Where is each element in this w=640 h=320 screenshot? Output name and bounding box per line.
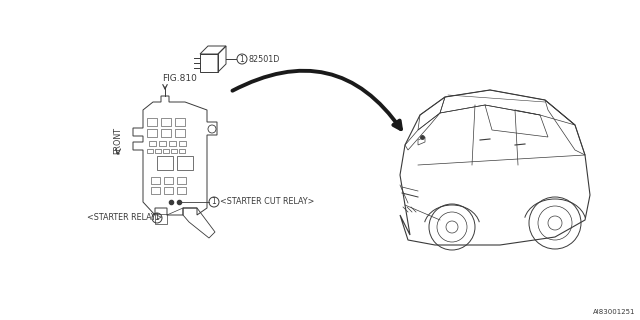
Text: FRONT: FRONT: [113, 126, 122, 154]
Text: <STARTER CUT RELAY>: <STARTER CUT RELAY>: [220, 197, 314, 206]
Bar: [200, 54, 218, 72]
Bar: [157, 156, 173, 170]
Bar: [177, 156, 193, 170]
Bar: [149, 141, 156, 146]
Bar: [177, 187, 186, 194]
Bar: [151, 187, 160, 194]
Bar: [177, 177, 186, 184]
Bar: [155, 149, 161, 153]
Text: 82501D: 82501D: [248, 54, 280, 63]
Text: 1: 1: [239, 54, 244, 63]
Text: AI83001251: AI83001251: [593, 309, 635, 315]
Bar: [147, 149, 153, 153]
Bar: [151, 177, 160, 184]
Bar: [147, 118, 157, 126]
Text: 1: 1: [155, 213, 159, 222]
Bar: [147, 129, 157, 137]
Bar: [159, 141, 166, 146]
Bar: [179, 141, 186, 146]
Text: 1: 1: [212, 197, 216, 206]
Bar: [163, 149, 169, 153]
Text: <STARTER RELAY>: <STARTER RELAY>: [87, 213, 163, 222]
Bar: [179, 149, 185, 153]
Bar: [175, 129, 185, 137]
Bar: [161, 129, 171, 137]
FancyArrowPatch shape: [232, 71, 401, 129]
Bar: [164, 177, 173, 184]
Bar: [155, 214, 167, 224]
Bar: [164, 187, 173, 194]
Bar: [171, 149, 177, 153]
Bar: [161, 118, 171, 126]
Bar: [175, 118, 185, 126]
Bar: [169, 141, 176, 146]
Text: FIG.810: FIG.810: [163, 74, 197, 83]
